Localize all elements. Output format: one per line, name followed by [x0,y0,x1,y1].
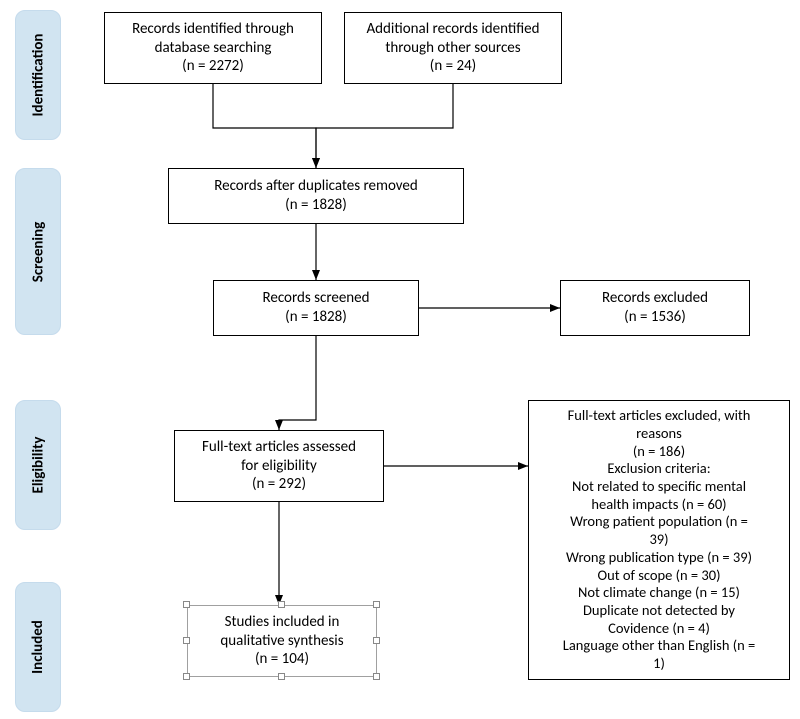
node-count: (n = 292) [252,475,306,494]
selection-handle [373,601,380,608]
stage-label-text: Included [29,620,47,674]
criterion: Not climate change (n = 15) [578,584,740,602]
criterion: Not related to specific mental [572,478,746,496]
node-fulltext-excluded: Full-text articles excluded, with reason… [528,400,790,680]
node-text: Studies included in [225,613,340,632]
node-records-screened: Records screened (n = 1828) [213,280,419,336]
stage-screening: Screening [15,168,61,335]
criterion: 39) [649,531,668,549]
node-text: Records after duplicates removed [214,177,418,196]
stage-included: Included [15,582,61,712]
selection-handle [183,601,190,608]
node-text: Full-text articles assessed [202,438,356,457]
stage-label-text: Screening [29,221,47,282]
node-included-studies: Studies included in qualitative synthesi… [187,605,377,677]
node-text: through other sources [385,39,520,58]
criterion: 1) [653,655,665,673]
node-db-search: Records identified through database sear… [104,12,322,84]
criterion: Out of scope (n = 30) [597,567,720,585]
selection-handle [278,673,285,680]
criterion: Covidence (n = 4) [608,620,710,638]
selection-handle [278,601,285,608]
node-count: (n = 2272) [182,57,244,76]
node-text: Records screened [262,289,369,308]
node-fulltext-assessed: Full-text articles assessed for eligibil… [174,430,384,502]
selection-handle [183,637,190,644]
criterion: Wrong publication type (n = 39) [566,549,752,567]
node-text: Records identified through [132,20,294,39]
node-text: Full-text articles excluded, with [568,407,751,425]
node-text: for eligibility [241,457,317,476]
node-count: (n = 104) [255,650,309,669]
node-count: (n = 24) [430,57,476,76]
node-text: qualitative synthesis [220,632,343,651]
criterion: health impacts (n = 60) [591,496,726,514]
node-text: database searching [155,39,272,58]
node-after-duplicates: Records after duplicates removed (n = 18… [168,168,464,224]
stage-label-text: Eligibility [29,437,47,494]
node-count: (n = 1536) [624,308,686,327]
selection-handle [373,673,380,680]
node-other-sources: Additional records identified through ot… [344,12,562,84]
criterion: Language other than English (n = [563,637,756,655]
node-text: Additional records identified [366,20,539,39]
selection-handle [373,637,380,644]
stage-identification: Identification [15,10,61,140]
criterion: Wrong patient population (n = [570,513,748,531]
node-text: reasons [636,425,682,443]
node-count: (n = 186) [633,443,685,461]
prisma-flowchart: Identification Screening Eligibility Inc… [0,0,800,719]
node-text: Exclusion criteria: [607,460,710,478]
stage-label-text: Identification [29,34,47,117]
node-records-excluded: Records excluded (n = 1536) [560,280,750,336]
stage-eligibility: Eligibility [15,400,61,530]
node-count: (n = 1828) [285,196,347,215]
node-count: (n = 1828) [285,308,347,327]
selection-handle [183,673,190,680]
criterion: Duplicate not detected by [583,602,735,620]
node-text: Records excluded [602,289,708,308]
